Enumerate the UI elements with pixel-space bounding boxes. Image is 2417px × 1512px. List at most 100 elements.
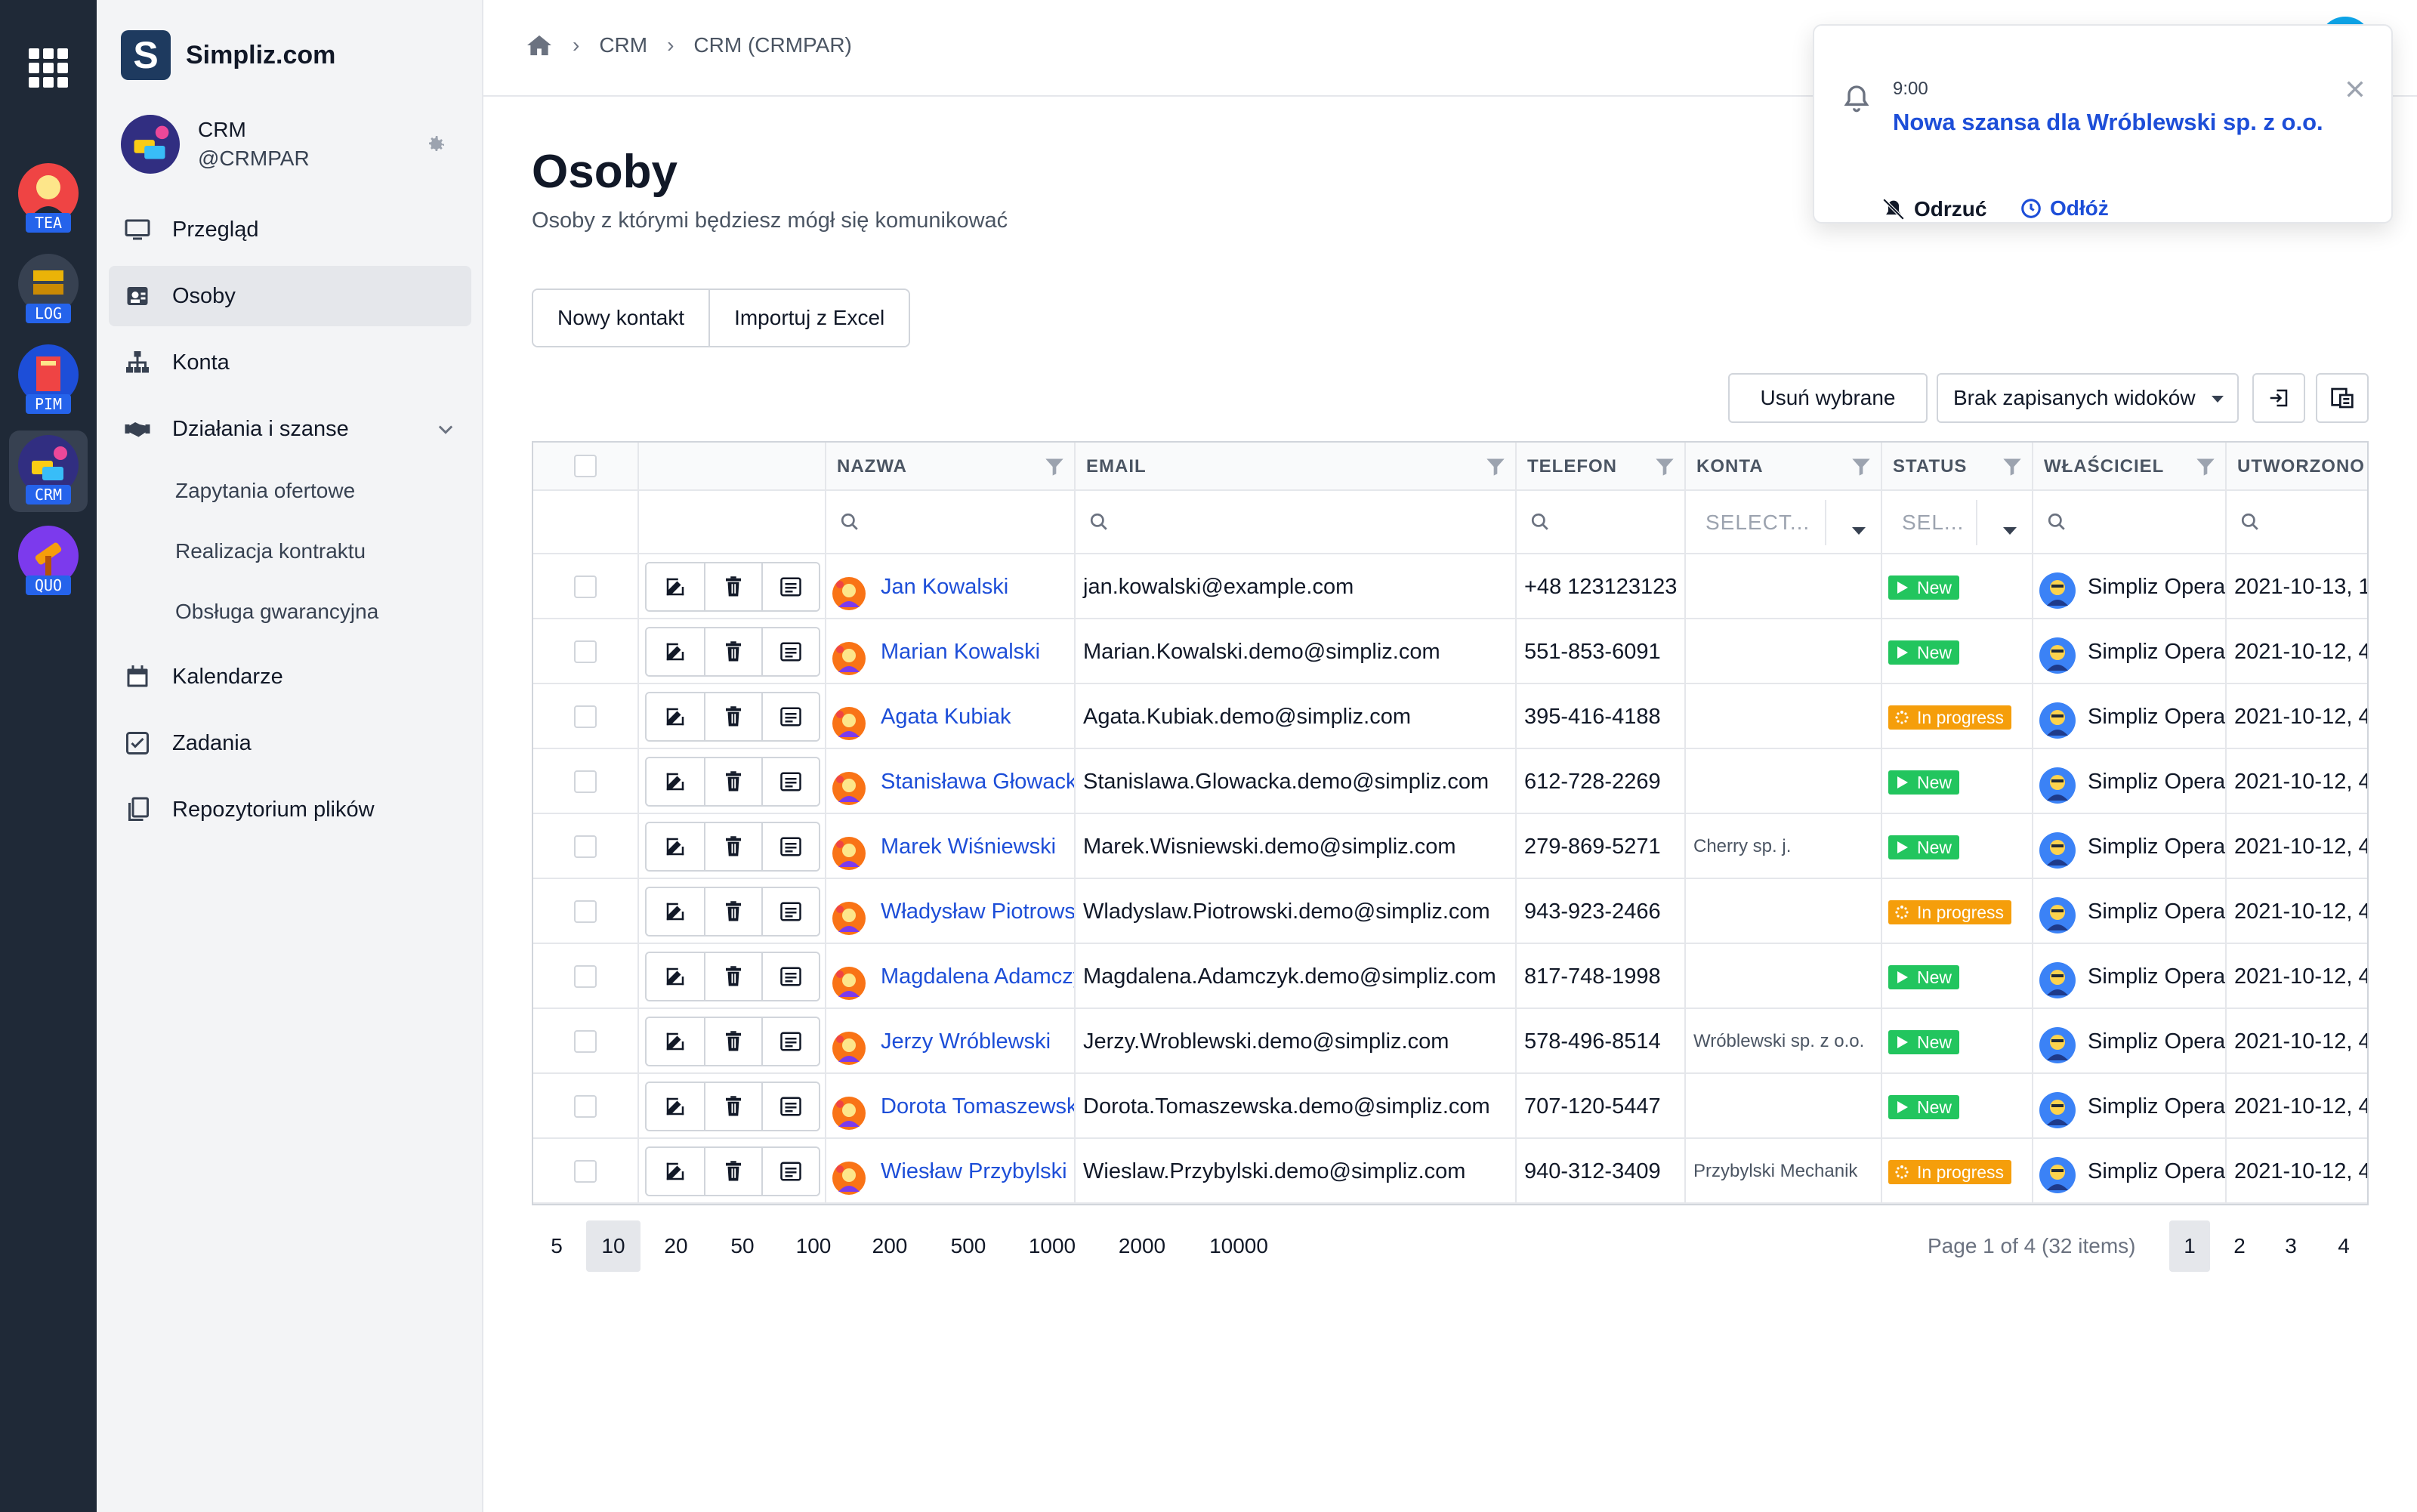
sidebar-item-accounts[interactable]: Konta: [109, 332, 471, 393]
contact-name-link[interactable]: Wiesław Przybylski: [881, 1159, 1067, 1183]
phone-filter-input[interactable]: [1517, 491, 1686, 554]
details-button[interactable]: [761, 1083, 819, 1130]
sidebar-item-files[interactable]: Repozytorium plików: [109, 779, 471, 840]
table-row[interactable]: Marek Wiśniewski Marek.Wisniewski.demo@si…: [533, 814, 2367, 879]
edit-button[interactable]: [647, 758, 704, 805]
page-size-option[interactable]: 50: [730, 1234, 755, 1257]
app-grid-icon[interactable]: [29, 48, 68, 88]
page-size-option[interactable]: 2000: [1118, 1234, 1166, 1257]
page-size-option[interactable]: 200: [872, 1234, 908, 1257]
app-quo[interactable]: QUO: [9, 521, 88, 603]
page-size-option[interactable]: 10000: [1209, 1234, 1268, 1257]
contact-name-link[interactable]: Jan Kowalski: [881, 575, 1009, 599]
page-number[interactable]: 3: [2285, 1234, 2297, 1257]
page-size-option[interactable]: 5: [551, 1234, 563, 1257]
filter-icon[interactable]: [2002, 456, 2023, 477]
dropdown-toggle[interactable]: [1825, 500, 1881, 545]
page-number[interactable]: 4: [2338, 1234, 2350, 1257]
contact-name-link[interactable]: Magdalena Adamczyk: [881, 964, 1076, 989]
delete-button[interactable]: [704, 628, 761, 675]
details-button[interactable]: [761, 953, 819, 1000]
row-checkbox[interactable]: [574, 1160, 597, 1183]
column-header-owner[interactable]: WŁAŚCICIEL: [2033, 443, 2227, 491]
app-log[interactable]: LOG: [9, 249, 88, 331]
edit-button[interactable]: [647, 563, 704, 610]
delete-button[interactable]: [704, 563, 761, 610]
table-row[interactable]: Dorota Tomaszewska Dorota.Tomaszewska.dem…: [533, 1074, 2367, 1139]
edit-button[interactable]: [647, 953, 704, 1000]
contact-name-link[interactable]: Agata Kubiak: [881, 705, 1011, 729]
contact-name-link[interactable]: Marek Wiśniewski: [881, 835, 1057, 859]
row-checkbox[interactable]: [574, 640, 597, 663]
breadcrumb-item[interactable]: CRM: [599, 33, 648, 57]
app-pim[interactable]: PIM: [9, 340, 88, 421]
name-filter-input[interactable]: [826, 491, 1076, 554]
column-header-created[interactable]: UTWORZONO: [2227, 443, 2367, 491]
row-checkbox[interactable]: [574, 705, 597, 728]
table-row[interactable]: Jan Kowalski jan.kowalski@example.com +48 …: [533, 554, 2367, 619]
column-header-status[interactable]: STATUS: [1882, 443, 2033, 491]
gear-icon[interactable]: [423, 133, 447, 157]
delete-button[interactable]: [704, 823, 761, 870]
notification-title[interactable]: Nowa szansa dla Wróblewski sp. z o.o.: [1893, 109, 2323, 135]
breadcrumb-item[interactable]: CRM (CRMPAR): [693, 33, 852, 57]
created-filter-input[interactable]: [2227, 491, 2367, 554]
page-size-option[interactable]: 10: [586, 1220, 641, 1272]
table-row[interactable]: Władysław Piotrowski Wladyslaw.Piotrowski…: [533, 879, 2367, 944]
row-checkbox[interactable]: [574, 900, 597, 923]
details-button[interactable]: [761, 1018, 819, 1065]
row-checkbox[interactable]: [574, 835, 597, 858]
page-size-option[interactable]: 20: [664, 1234, 688, 1257]
owner-filter-input[interactable]: [2033, 491, 2227, 554]
column-header-name[interactable]: NAZWA: [826, 443, 1076, 491]
row-checkbox[interactable]: [574, 1095, 597, 1118]
row-checkbox[interactable]: [574, 770, 597, 793]
column-header-phone[interactable]: TELEFON: [1517, 443, 1686, 491]
details-button[interactable]: [761, 628, 819, 675]
page-size-option[interactable]: 500: [950, 1234, 986, 1257]
contact-name-link[interactable]: Władysław Piotrowski: [881, 899, 1076, 924]
sidebar-item-overview[interactable]: Przegląd: [109, 199, 471, 260]
chevron-down-icon[interactable]: [435, 418, 456, 440]
email-filter-input[interactable]: [1076, 491, 1517, 554]
filter-icon[interactable]: [1851, 456, 1872, 477]
row-checkbox[interactable]: [574, 965, 597, 988]
delete-button[interactable]: [704, 1148, 761, 1195]
new-contact-button[interactable]: Nowy kontakt: [533, 290, 709, 346]
table-row[interactable]: Jerzy Wróblewski Jerzy.Wroblewski.demo@si…: [533, 1009, 2367, 1074]
edit-button[interactable]: [647, 1018, 704, 1065]
contact-name-link[interactable]: Marian Kowalski: [881, 640, 1041, 664]
edit-button[interactable]: [647, 1083, 704, 1130]
close-icon[interactable]: [2343, 77, 2367, 101]
app-tea[interactable]: TEA: [9, 159, 88, 240]
page-size-option[interactable]: 100: [795, 1234, 832, 1257]
dropdown-toggle[interactable]: [1976, 500, 2032, 545]
details-button[interactable]: [761, 693, 819, 740]
status-filter-select[interactable]: SEL...: [1882, 491, 2033, 554]
sidebar-subitem-quotes[interactable]: Zapytania ofertowe: [175, 479, 356, 502]
app-crm[interactable]: CRM: [9, 430, 88, 512]
home-icon[interactable]: [526, 33, 553, 57]
sidebar-subitem-warranty[interactable]: Obsługa gwarancyjna: [175, 600, 379, 623]
edit-button[interactable]: [647, 693, 704, 740]
table-row[interactable]: Agata Kubiak Agata.Kubiak.demo@simpliz.co…: [533, 684, 2367, 749]
table-row[interactable]: Marian Kowalski Marian.Kowalski.demo@simp…: [533, 619, 2367, 684]
sidebar-item-people[interactable]: Osoby: [109, 266, 471, 326]
snooze-button[interactable]: Odłóż: [2020, 196, 2109, 221]
table-row[interactable]: Magdalena Adamczyk Magdalena.Adamczyk.dem…: [533, 944, 2367, 1009]
details-button[interactable]: [761, 563, 819, 610]
delete-button[interactable]: [704, 953, 761, 1000]
row-checkbox[interactable]: [574, 575, 597, 598]
row-checkbox[interactable]: [574, 1030, 597, 1053]
edit-button[interactable]: [647, 628, 704, 675]
delete-button[interactable]: [704, 888, 761, 935]
edit-button[interactable]: [647, 888, 704, 935]
saved-views-select[interactable]: Brak zapisanych widoków: [1937, 373, 2239, 423]
filter-icon[interactable]: [2195, 456, 2216, 477]
contact-name-link[interactable]: Jerzy Wróblewski: [881, 1029, 1051, 1054]
delete-button[interactable]: [704, 758, 761, 805]
edit-button[interactable]: [647, 1148, 704, 1195]
accounts-filter-select[interactable]: SELECT...: [1686, 491, 1882, 554]
sidebar-subitem-contracts[interactable]: Realizacja kontraktu: [175, 539, 366, 563]
contact-name-link[interactable]: Dorota Tomaszewska: [881, 1094, 1076, 1119]
